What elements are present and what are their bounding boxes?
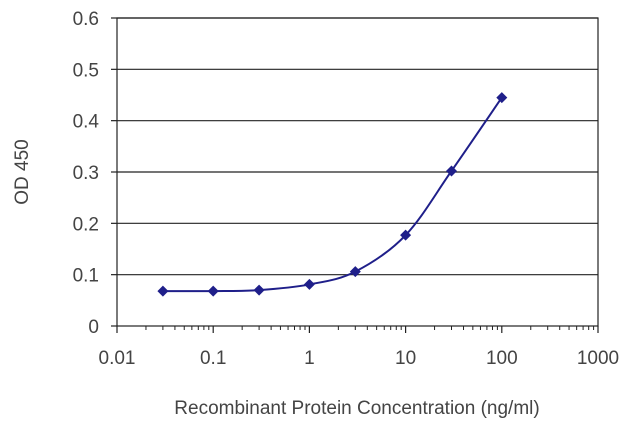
y-tick-label: 0.2 — [73, 214, 99, 235]
x-tick-label: 10 — [395, 348, 416, 369]
x-tick-label: 100 — [486, 348, 518, 369]
series-line — [162, 97, 503, 293]
y-tick-label: 0.6 — [73, 9, 99, 30]
y-tick-label: 0.3 — [73, 163, 99, 184]
y-tick-labels: 0 0.1 0.2 0.3 0.4 0.5 0.6 — [73, 9, 100, 338]
data-point — [157, 285, 169, 297]
data-point — [253, 284, 265, 296]
x-tick-label: 0.1 — [200, 348, 226, 369]
data-point — [207, 285, 219, 297]
y-tick-label: 0 — [88, 317, 99, 338]
data-point — [349, 266, 361, 278]
y-tick-label: 0.4 — [73, 112, 100, 133]
data-point — [400, 229, 412, 241]
y-tick-label: 0.5 — [73, 60, 99, 81]
data-point — [445, 165, 457, 177]
x-axis-title: Recombinant Protein Concentration (ng/ml… — [174, 398, 539, 419]
x-tick-label: 0.01 — [99, 348, 136, 369]
data-point — [303, 278, 315, 290]
x-tick-labels: 0.01 0.1 1 10 100 1000 — [99, 348, 620, 369]
grid-lines — [117, 17, 598, 276]
data-points — [157, 92, 508, 297]
x-tick-label: 1000 — [577, 348, 619, 369]
y-tick-label: 0.1 — [73, 266, 99, 287]
y-axis-title: OD 450 — [12, 139, 33, 204]
x-tick-label: 1 — [304, 348, 315, 369]
data-point — [496, 92, 508, 104]
axes — [111, 17, 599, 333]
